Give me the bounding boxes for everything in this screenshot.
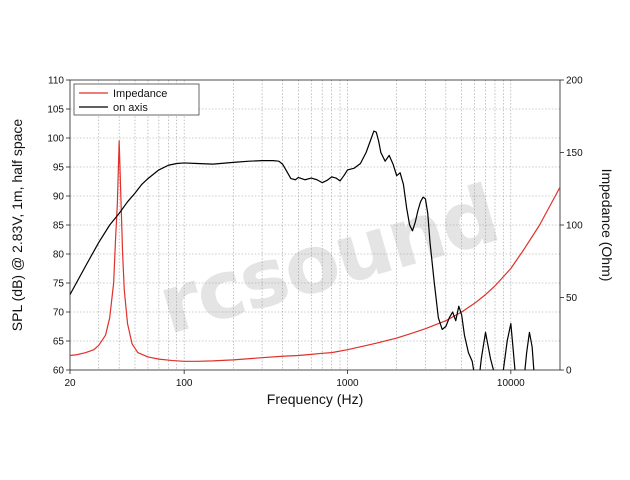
x-tick-label: 20 xyxy=(64,378,76,389)
grid-lines xyxy=(70,80,560,370)
y-tick-label: 70 xyxy=(53,308,65,319)
y-tick-label: 90 xyxy=(53,192,65,203)
legend-label-on-axis: on axis xyxy=(113,102,148,114)
legend-label-impedance: Impedance xyxy=(113,88,167,100)
series-group xyxy=(70,130,560,370)
y2-tick-label: 200 xyxy=(566,76,583,87)
series-line-on-axis xyxy=(70,130,535,370)
y2-tick-label: 50 xyxy=(566,293,578,304)
y-tick-label: 85 xyxy=(53,221,65,232)
y-tick-label: 80 xyxy=(53,250,65,261)
legend: Impedance on axis xyxy=(73,83,200,116)
y2-tick-label: 150 xyxy=(566,148,583,159)
y2-tick-label: 0 xyxy=(566,366,572,377)
y-tick-label: 75 xyxy=(53,279,65,290)
y-tick-label: 65 xyxy=(53,337,65,348)
y2-tick-label: 100 xyxy=(566,221,583,232)
y2-axis-label: Impedance (Ohm) xyxy=(599,169,615,282)
y-tick-label: 95 xyxy=(53,163,65,174)
x-tick-label: 10000 xyxy=(497,378,525,389)
y-tick-label: 105 xyxy=(47,105,64,116)
y-tick-label: 100 xyxy=(47,134,64,145)
y-tick-label: 110 xyxy=(48,76,64,87)
y-axis-label: SPL (dB) @ 2.83V, 1m, half space xyxy=(9,119,25,332)
y-tick-label: 60 xyxy=(53,366,65,377)
axis-ticks: 20 100 1000 10000 60 65 70 75 80 85 90 95 100 105 110 0… xyxy=(47,76,583,390)
x-tick-label: 1000 xyxy=(336,378,359,389)
x-axis-label: Frequency (Hz) xyxy=(267,391,363,407)
legend-box xyxy=(73,83,200,116)
watermark: rcsound xyxy=(148,168,507,353)
x-tick-label: 100 xyxy=(176,378,193,389)
